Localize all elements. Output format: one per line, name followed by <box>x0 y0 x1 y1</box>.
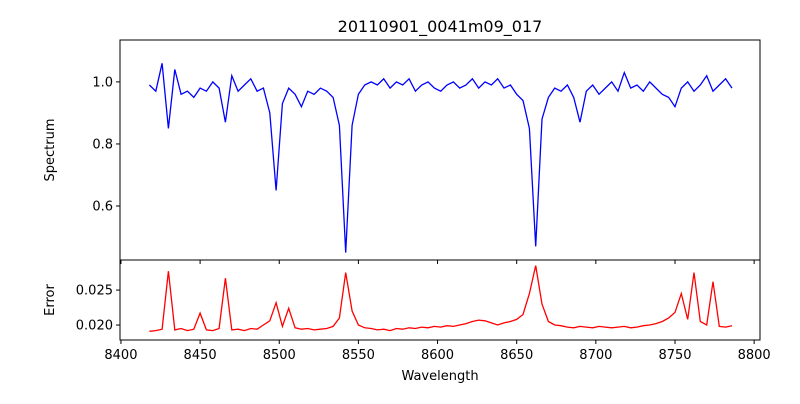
error-ytick-label: 0.020 <box>76 319 113 334</box>
error-ytick-label: 0.025 <box>76 284 113 299</box>
xtick-label: 8700 <box>579 348 612 363</box>
error-panel: 0.020 0.025 8400 8450 8500 8550 8600 8650 8700 87… <box>76 259 771 363</box>
xtick-label: 8800 <box>738 348 771 363</box>
xtick-label: 8400 <box>104 348 137 363</box>
xtick-label: 8750 <box>658 348 691 363</box>
spectrum-axes-frame <box>119 39 761 261</box>
xtick-label: 8450 <box>184 348 217 363</box>
spectrum-line <box>148 63 733 253</box>
spectrum-ytick-label: 1.0 <box>92 75 113 90</box>
xtick-label: 8600 <box>421 348 454 363</box>
x-axis-label: Wavelength <box>401 369 478 384</box>
xtick-label: 8500 <box>263 348 296 363</box>
spectrum-ylabel: Spectrum <box>43 119 58 182</box>
spectrum-panel: 0.6 0.8 1.0 <box>92 39 761 264</box>
xtick-label: 8650 <box>500 348 533 363</box>
spectrum-ytick-label: 0.6 <box>92 200 113 215</box>
error-axes-frame <box>119 259 761 341</box>
error-ylabel: Error <box>43 284 58 316</box>
error-line <box>149 265 733 332</box>
chart-title: 20110901_0041m09_017 <box>338 17 543 37</box>
xtick-label: 8550 <box>342 348 375 363</box>
spectrum-ytick-label: 0.8 <box>92 137 113 152</box>
